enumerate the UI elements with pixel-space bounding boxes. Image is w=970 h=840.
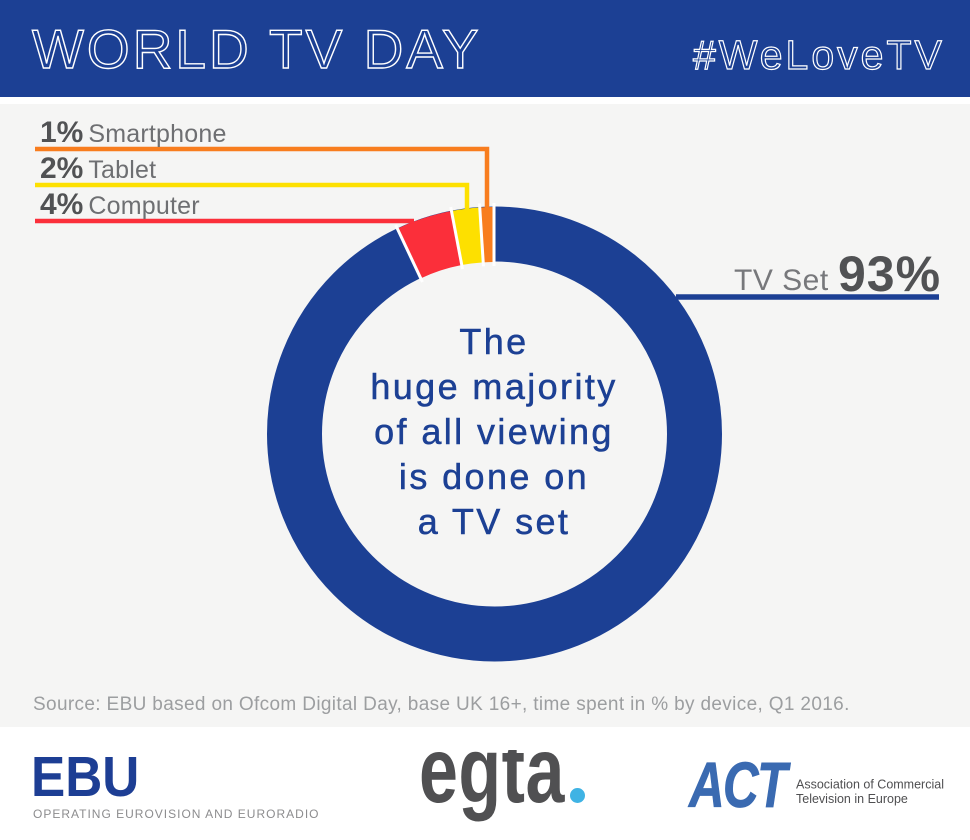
svg-text:Television in Europe: Television in Europe <box>796 792 908 806</box>
svg-text:ACT: ACT <box>687 750 790 822</box>
svg-text:TV Set: TV Set <box>734 264 829 297</box>
svg-text:WORLD TV DAY: WORLD TV DAY <box>32 18 482 80</box>
svg-text:93%: 93% <box>838 246 941 300</box>
svg-text:#WeLoveTV: #WeLoveTV <box>693 32 945 78</box>
svg-text:Association of Commercial: Association of Commercial <box>796 778 944 792</box>
svg-text:EBU: EBU <box>31 746 139 809</box>
